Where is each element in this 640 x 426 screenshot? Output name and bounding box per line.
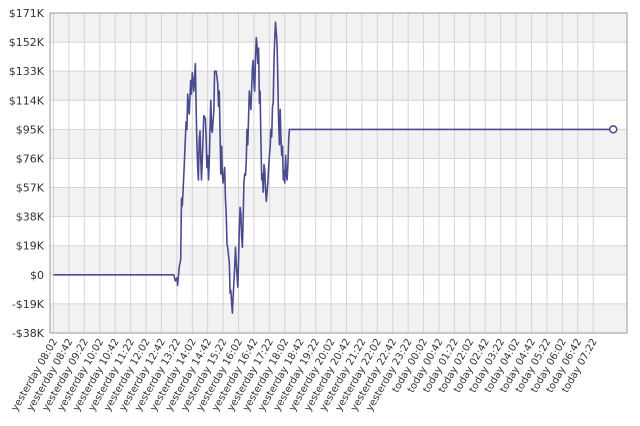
y-axis-tick-labels: $171K $152K $133K $114K $95K $76K $57K $38K $19K…	[9, 7, 45, 340]
plot-frame	[49, 12, 628, 334]
y-tick-label: $152K	[9, 36, 45, 49]
grid-band	[50, 303, 627, 333]
grid-band	[50, 245, 627, 275]
grid-band	[50, 129, 627, 159]
y-tick-label: $133K	[9, 65, 45, 78]
y-tick-label: $76K	[16, 152, 45, 165]
y-tick-label: -$19K	[12, 298, 45, 311]
grid-band	[50, 13, 627, 43]
series-line	[53, 21, 614, 314]
y-tick-label: $0	[30, 269, 44, 282]
y-tick-label: -$38K	[12, 327, 45, 340]
y-tick-label: $19K	[16, 240, 45, 253]
series-group	[53, 21, 618, 314]
y-tick-label: $114K	[9, 94, 45, 107]
plot-area	[49, 12, 628, 334]
y-tick-label: $57K	[16, 182, 45, 195]
y-tick-label: $95K	[16, 123, 45, 136]
vertical-gridlines	[53, 13, 594, 333]
y-tick-label: $38K	[16, 211, 45, 224]
end-point-marker[interactable]	[608, 125, 618, 134]
grid-band	[50, 71, 627, 101]
grid-band	[50, 187, 627, 217]
y-tick-label: $171K	[9, 7, 45, 20]
